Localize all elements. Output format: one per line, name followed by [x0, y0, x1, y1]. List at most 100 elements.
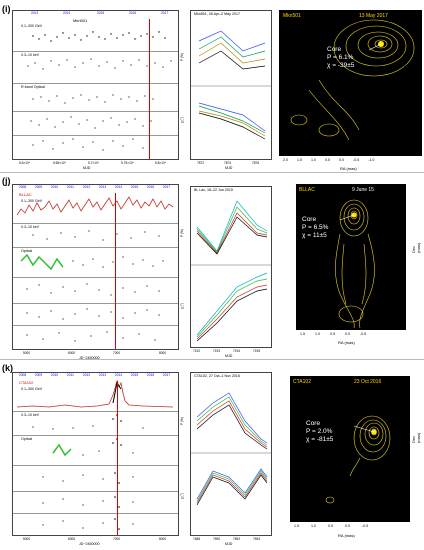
vlbi-contours	[335, 199, 375, 329]
year-label: 2014	[63, 11, 71, 15]
vlbi-date: 23 Oct 2016	[354, 379, 382, 385]
subpanel-divider	[13, 223, 178, 224]
panel-separator	[0, 172, 424, 173]
x-tick: 8000	[159, 537, 167, 541]
year-label: 2015	[131, 373, 139, 377]
x-tick: 7694	[253, 537, 261, 541]
year-label: 2015	[97, 11, 105, 15]
x-tick: 5.8×10⁴	[155, 161, 167, 165]
band-label: 0.3–10 keV	[21, 53, 40, 57]
vlbi-core-annotation: Core P = 6.1% χ = -39±5	[327, 46, 354, 70]
band-label: 0.3–10 keV	[21, 225, 40, 229]
year-label: 2012	[83, 373, 91, 377]
pol-curves	[191, 30, 271, 140]
y-axis-label: P (%)	[180, 53, 184, 61]
y-axis-label: P (%)	[180, 417, 184, 425]
x-axis-label: JD−2450000	[79, 542, 100, 546]
ra-tick: 1.0	[311, 158, 316, 162]
vlbi-map-i: Mkn501 13 May 2017 Core P = 6.1% χ = -39…	[279, 10, 422, 156]
ra-tick: 1.5	[297, 158, 302, 162]
x-tick: 7193	[213, 349, 221, 353]
ra-tick: 1.5	[300, 332, 305, 336]
pol-title: BL Lac, 18–22 Jun 2015	[194, 188, 233, 192]
x-tick: 5.6×10⁴	[19, 161, 31, 165]
x-tick: 5.75×10⁴	[121, 161, 134, 165]
year-label: 2011	[67, 373, 74, 377]
light-curve-j: BLLAC 2008 2009 2010 2011 2012 2013 2014…	[12, 184, 179, 360]
vlbi-source-title: CTA102	[293, 379, 311, 385]
year-label: 2008	[19, 373, 27, 377]
core-polarization: P = 6.5%	[302, 224, 329, 231]
ra-tick: 1.5	[294, 524, 299, 528]
year-label: 2012	[83, 185, 91, 189]
year-label: 2017	[163, 373, 171, 377]
panel-label-k: (k)	[2, 363, 13, 373]
vlbi-contours	[325, 415, 391, 504]
vlbi-contours	[290, 19, 415, 141]
x-tick: 7688	[193, 537, 201, 541]
polarization-plot-i: Mkn501, 28 Apr–2 May 2017 P (%) χ (°) 78…	[180, 10, 272, 170]
year-label: 2014	[115, 373, 123, 377]
band-label: 0.3–10 keV	[21, 413, 40, 417]
ra-ticks: 1.5 1.0 0.5 0.0 -0.5	[300, 332, 366, 336]
y-axis-label: χ (°)	[180, 303, 184, 309]
band-label: R-band Optical	[21, 85, 45, 89]
lc-source-label: BLLAC	[19, 192, 32, 197]
core-polarization: P = 2.0%	[306, 428, 333, 435]
x-tick: 7874	[224, 161, 232, 165]
band-label: 0.1–300 GeV	[21, 199, 43, 203]
subpanel-divider	[13, 303, 178, 304]
pol-curves	[191, 200, 271, 342]
lc-data-marks	[16, 196, 174, 342]
x-axis-label: MJD	[225, 354, 233, 358]
subpanel-divider	[13, 411, 178, 412]
ra-tick: 0.5	[328, 524, 333, 528]
x-tick: 5.65×10⁴	[53, 161, 66, 165]
dec-axis-label: Dec (mas)	[401, 53, 407, 72]
ra-tick: 0.5	[330, 332, 335, 336]
light-curve-k: CTA102 2008 2009 2010 2011 2012 2013 201…	[12, 372, 179, 546]
ra-tick: 0.0	[345, 332, 350, 336]
year-label: 2016	[129, 11, 137, 15]
pol-curves	[191, 392, 271, 506]
lc-data-marks	[27, 31, 172, 151]
epoch-marker-line	[149, 19, 150, 159]
ra-tick: 1.0	[315, 332, 320, 336]
vlbi-source-title: BLLAC	[299, 187, 315, 193]
x-tick: 7876	[252, 161, 260, 165]
ra-ticks: 2.0 1.5 1.0 0.5 0.0 -0.5 -1.0	[283, 158, 374, 162]
pol-title: CTA102, 27 Oct–1 Nov 2016	[194, 374, 240, 378]
year-label: 2017	[161, 11, 169, 15]
subpanel-divider	[13, 465, 178, 466]
pol-title: Mkn501, 28 Apr–2 May 2017	[194, 12, 240, 16]
polarization-plot-j: BL Lac, 18–22 Jun 2015 P (%) χ (°) 7192 …	[180, 186, 272, 358]
year-label: 2009	[35, 185, 43, 189]
band-label: 0.1–300 GeV	[21, 24, 43, 28]
polarization-plot-k: CTA102, 27 Oct–1 Nov 2016 P (%) χ (°) 76…	[180, 372, 272, 546]
x-tick: 7000	[113, 537, 121, 541]
year-label: 2016	[147, 373, 155, 377]
subpanel-divider	[13, 247, 178, 248]
year-label: 2010	[51, 373, 59, 377]
subpanel-divider	[13, 111, 178, 112]
x-tick: 6000	[68, 351, 76, 355]
ra-tick: 0.5	[325, 158, 330, 162]
lc-source-label: Mkn501	[73, 18, 88, 23]
x-tick: 7195	[253, 349, 261, 353]
ra-tick: 0.0	[345, 524, 350, 528]
epoch-marker-line	[117, 381, 118, 535]
x-tick: 5000	[23, 351, 31, 355]
epoch-marker-line	[115, 193, 116, 349]
panel-label-j: (j)	[2, 176, 11, 186]
y-axis-label: P (%)	[180, 229, 184, 237]
vlbi-date: 13 May 2017	[359, 13, 388, 19]
dec-axis-label: Dec (mas)	[411, 242, 421, 253]
ra-tick: -0.5	[360, 332, 367, 336]
year-label: 2009	[35, 373, 43, 377]
year-label: 2013	[31, 11, 39, 15]
core-evpa: χ = 11±5	[302, 232, 327, 239]
lc-year-labels: 2013 2014 2015 2016 2017	[13, 10, 178, 17]
subpanel-divider	[13, 277, 178, 278]
x-tick: 7872	[197, 161, 205, 165]
band-label: Optical	[21, 249, 33, 253]
